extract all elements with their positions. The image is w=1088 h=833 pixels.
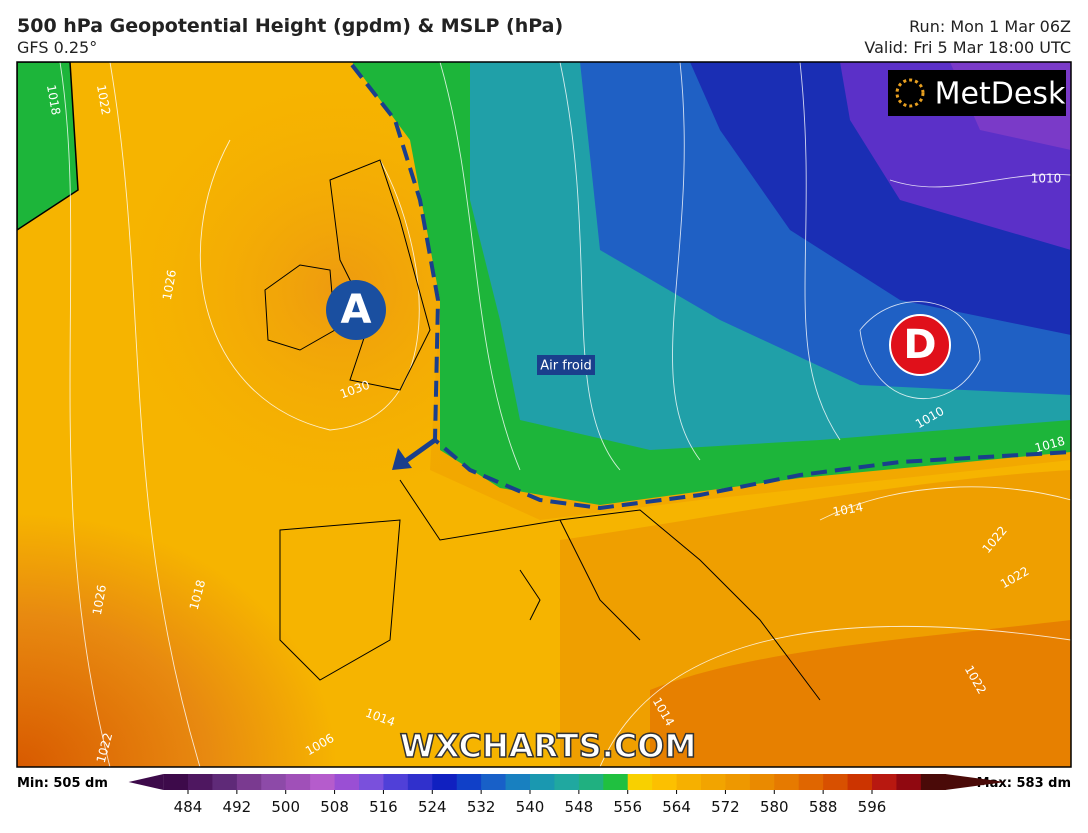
colorbar-bin (334, 774, 360, 790)
colorbar-bin (407, 774, 433, 790)
legend-min: Min: 505 dm (17, 776, 108, 791)
colorbar-tick-label: 492 (223, 798, 252, 816)
high-marker (326, 280, 386, 340)
colorbar-bin (359, 774, 384, 790)
colorbar-tick-label: 572 (711, 798, 740, 816)
colorbar-arrow (128, 774, 164, 790)
colorbar-bin (530, 774, 555, 790)
colorbar-tick-label: 524 (418, 798, 447, 816)
colorbar-tick-label: 500 (271, 798, 300, 816)
isobar-label: 1026 (160, 269, 179, 302)
low-marker (889, 314, 951, 376)
colorbar-tick-label: 508 (320, 798, 349, 816)
legend-max: Max: 583 dm (977, 776, 1071, 791)
logo: MetDesk (935, 77, 1066, 112)
colorbar-bin (701, 774, 726, 790)
colorbar-bin (285, 774, 311, 790)
isobar-label: 1026 (90, 584, 109, 617)
colorbar-bin (774, 774, 800, 790)
colorbar-bin (847, 774, 873, 790)
colorbar-tick-label: 516 (369, 798, 398, 816)
colorbar-bin (725, 774, 751, 790)
cold-air-label: Air froid (540, 359, 591, 374)
colorbar-bin (383, 774, 409, 790)
run: Run: Mon 1 Mar 06Z (909, 17, 1071, 36)
colorbar-tick-label: 540 (516, 798, 545, 816)
colorbar-tick-label: 556 (613, 798, 642, 816)
colorbar-bin (798, 774, 824, 790)
valid: Valid: Fri 5 Mar 18:00 UTC (864, 38, 1071, 57)
title: 500 hPa Geopotential Height (gpdm) & MSL… (17, 15, 563, 37)
colorbar-bin (236, 774, 262, 790)
colorbar-bin (432, 774, 458, 790)
colorbar-bin (481, 774, 507, 790)
isobar-label: 1014 (832, 500, 865, 519)
colorbar-bin (310, 774, 336, 790)
colorbar-tick-label: 532 (467, 798, 496, 816)
colorbar-bin (163, 774, 189, 790)
colorbar-bin (920, 774, 946, 790)
colorbar-bin (261, 774, 287, 790)
colorbar-bin (603, 774, 629, 790)
colorbar: 484 492 500 508 516 524 532 540 548 556 564 572 580 5… (128, 774, 1006, 816)
isobar-label: 1022 (94, 84, 113, 117)
colorbar-tick-label: 588 (809, 798, 838, 816)
colorbar-tick-label: 484 (174, 798, 203, 816)
colorbar-bin (749, 774, 775, 790)
colorbar-bin (554, 774, 580, 790)
colorbar-tick-label: 596 (858, 798, 887, 816)
colorbar-bin (676, 774, 702, 790)
colorbar-tick-label: 580 (760, 798, 789, 816)
colorbar-bin (896, 774, 922, 790)
low-label: D (903, 322, 936, 368)
colorbar-bin (823, 774, 849, 790)
colorbar-bin (652, 774, 678, 790)
colorbar-bin (872, 774, 897, 790)
colorbar-bin (505, 774, 531, 790)
colorbar-tick-label: 548 (565, 798, 594, 816)
isobar-label: 1010 (1031, 172, 1062, 186)
colorbar-bin (212, 774, 238, 790)
colorbar-tick-label: 564 (662, 798, 691, 816)
isobar-label: 1018 (44, 84, 63, 117)
high-label: A (341, 287, 372, 333)
watermark: WXCHARTS.COM (400, 727, 697, 765)
colorbar-arrow (945, 774, 1006, 790)
colorbar-bin (456, 774, 482, 790)
colorbar-bin (578, 774, 604, 790)
model: GFS 0.25° (17, 38, 97, 57)
colorbar-bin (627, 774, 653, 790)
map: A D Air froid MetDesk 1018 10221026103010… (17, 62, 1071, 767)
colorbar-bin (188, 774, 213, 790)
